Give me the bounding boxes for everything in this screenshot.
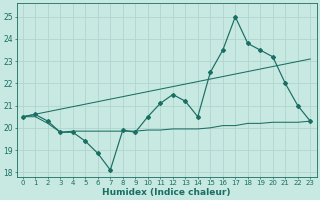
X-axis label: Humidex (Indice chaleur): Humidex (Indice chaleur) <box>102 188 231 197</box>
